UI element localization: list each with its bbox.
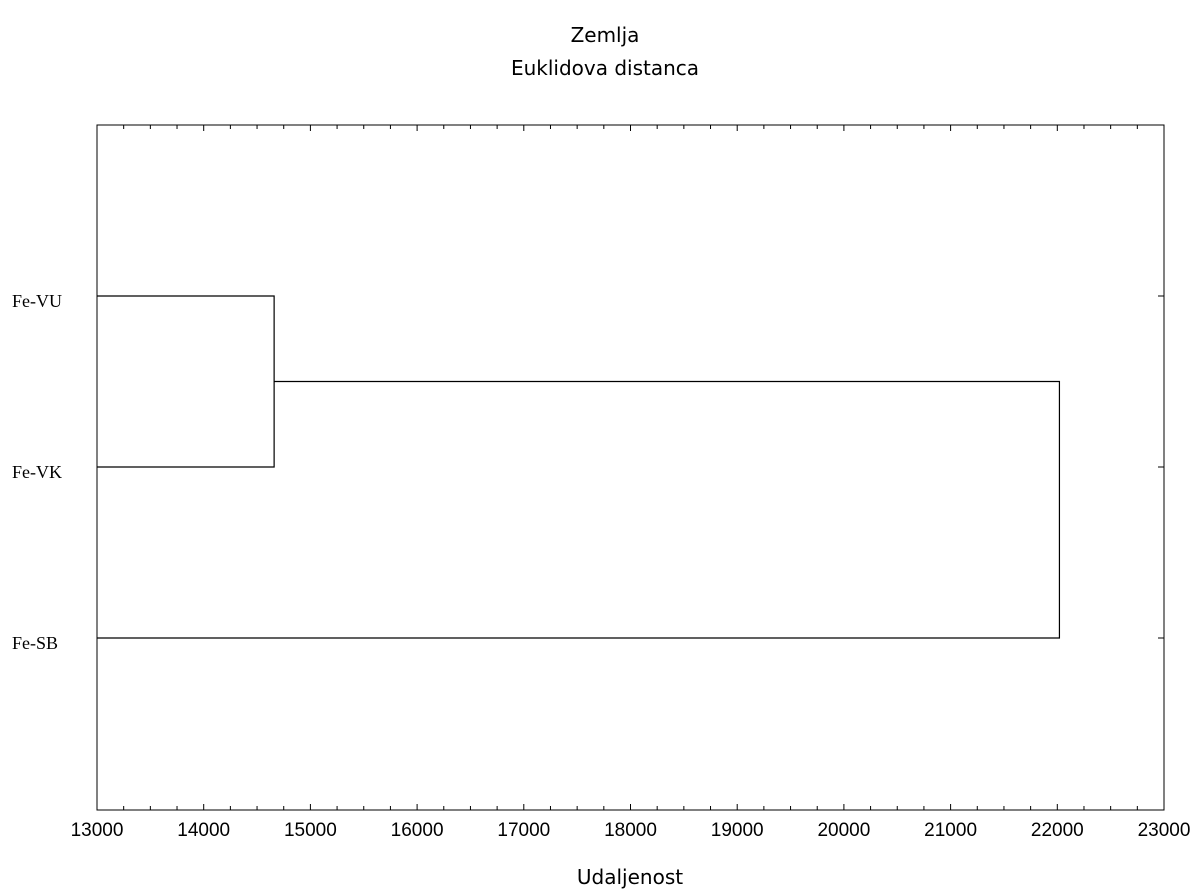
x-tick-label: 18000: [604, 820, 657, 841]
x-tick-label: 15000: [284, 820, 337, 841]
x-tick-label: 19000: [711, 820, 764, 841]
leaf-labels: Fe-VU Fe-VK Fe-SB: [12, 291, 62, 653]
x-tick-label: 20000: [817, 820, 870, 841]
merge-link-2: [97, 380, 1061, 639]
leaf-label: Fe-VU: [12, 291, 62, 311]
chart-subtitle: Euklidova distanca: [511, 56, 699, 80]
dendrogram-links: [97, 295, 1061, 639]
x-tick-label: 13000: [71, 820, 124, 841]
x-tick-labels: 13000 14000 15000 16000 17000 18000 19000 20000…: [71, 820, 1191, 841]
x-tick-label: 17000: [497, 820, 550, 841]
x-axis-label: Udaljenost: [577, 865, 683, 889]
x-tick-label: 16000: [391, 820, 444, 841]
x-tick-label: 23000: [1138, 820, 1191, 841]
chart-title: Zemlja: [571, 23, 640, 47]
leaf-label: Fe-SB: [12, 633, 58, 653]
x-tick-label: 14000: [177, 820, 230, 841]
merge-link-1: [97, 295, 275, 468]
x-tick-label: 21000: [924, 820, 977, 841]
leaf-label: Fe-VK: [12, 462, 62, 482]
x-tick-label: 22000: [1031, 820, 1084, 841]
